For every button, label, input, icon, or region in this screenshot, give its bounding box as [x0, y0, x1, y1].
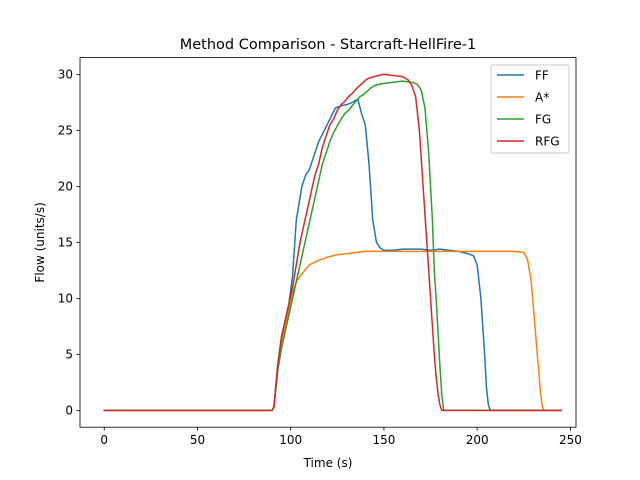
y-tick-label: 5 [65, 348, 73, 362]
x-axis-title: Time (s) [303, 456, 353, 470]
x-tick-label: 100 [279, 433, 302, 447]
y-tick-label: 10 [58, 292, 73, 306]
y-axis: 0 5 10 15 20 25 30 [58, 68, 80, 418]
x-tick-label: 150 [372, 433, 395, 447]
series-layer [103, 73, 562, 412]
legend-label: FG [535, 112, 551, 126]
legend-label: RFG [535, 134, 560, 148]
series-line-rfg [103, 73, 562, 412]
y-tick-label: 0 [65, 404, 73, 418]
legend-items: FF A* FG RFG [497, 68, 560, 148]
legend-label: FF [535, 68, 549, 82]
x-tick-label: 200 [466, 433, 489, 447]
legend: FF A* FG RFG [490, 64, 570, 154]
x-tick-label: 0 [100, 433, 108, 447]
series-line-a [103, 250, 562, 412]
y-tick-label: 15 [58, 236, 73, 250]
series-line-fg [103, 80, 562, 412]
y-tick-label: 20 [58, 180, 73, 194]
chart-title: Method Comparison - Starcraft-HellFire-1 [180, 37, 476, 53]
y-tick-label: 30 [58, 68, 73, 82]
y-axis-title: Flow (units/s) [33, 202, 47, 282]
legend-box [490, 64, 570, 154]
y-tick-label: 25 [58, 124, 73, 138]
x-axis: 0 50 100 150 200 250 [100, 427, 582, 447]
series-line-ff [103, 98, 562, 412]
x-tick-label: 250 [559, 433, 582, 447]
legend-label: A* [535, 90, 549, 104]
x-tick-label: 50 [190, 433, 205, 447]
